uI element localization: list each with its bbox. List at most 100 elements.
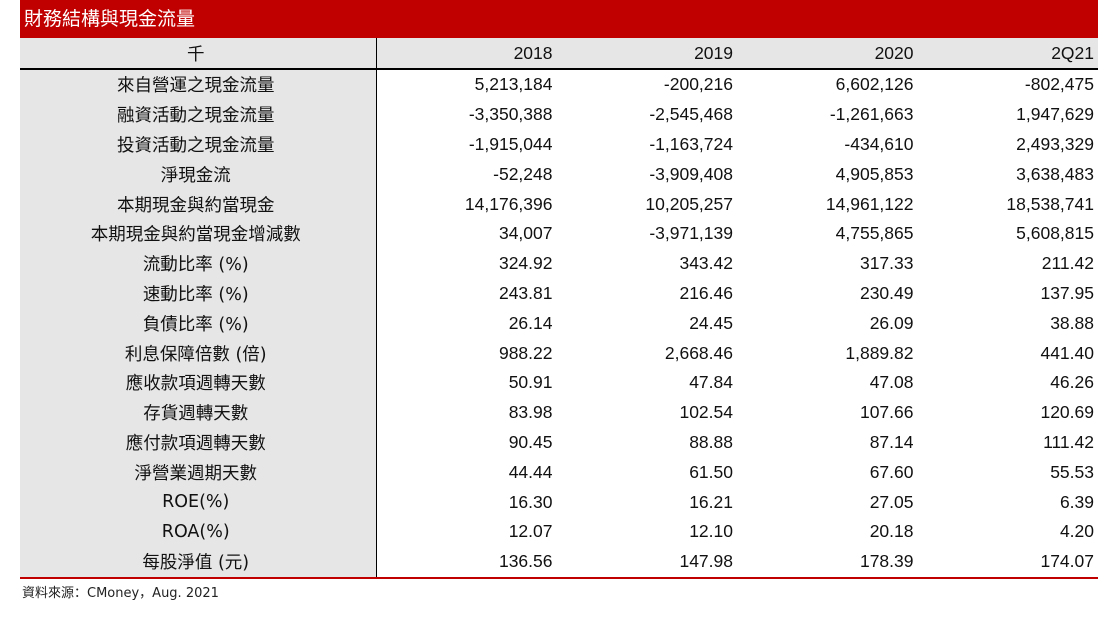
- value-cell: 107.66: [859, 402, 914, 423]
- value-cell: 174.07: [917, 546, 1098, 579]
- financial-table: 千 2018 2019 2020 2Q21 來自營運之現金流量 5,213,184…: [20, 38, 1098, 579]
- value-cell: 216.46: [679, 282, 733, 303]
- table-body: 來自營運之現金流量 5,213,184 -200,216 6,602,126 -802,…: [20, 69, 1098, 579]
- table-row: 淨營業週期天數 44.44 61.50 67.60 55.53: [20, 457, 1098, 488]
- value-cell: 4.20: [1059, 521, 1094, 542]
- value-cell: -200,216: [663, 74, 733, 95]
- table-row: 融資活動之現金流量 -3,350,388 -2,545,468 -1,261,663 1…: [20, 99, 1098, 130]
- value-cell: 10,205,257: [645, 193, 733, 214]
- table-row: 利息保障倍數 (倍) 988.22 2,668.46 1,889.82 441.40: [20, 338, 1098, 368]
- value-cell: 317.33: [859, 253, 914, 274]
- value-cell: 1,889.82: [845, 342, 914, 363]
- row-label: 本期現金與約當現金增減數: [20, 218, 377, 249]
- value-cell: -802,475: [1024, 74, 1094, 95]
- value-cell: -52,248: [493, 163, 553, 184]
- value-cell: 137.95: [1040, 282, 1094, 303]
- value-cell: -2,545,468: [649, 104, 733, 125]
- value-cell: 988.22: [498, 342, 553, 363]
- value-cell: 4,905,853: [835, 163, 914, 184]
- value-cell: 16.30: [508, 491, 553, 512]
- row-label: 融資活動之現金流量: [20, 99, 377, 130]
- row-label: ROA(%): [20, 516, 377, 547]
- row-label: 每股淨值 (元): [20, 546, 377, 579]
- value-cell: 46.26: [1050, 372, 1094, 393]
- value-cell: 324.92: [498, 253, 553, 274]
- value-cell: -1,915,044: [468, 133, 553, 154]
- unit-header: 千: [20, 38, 377, 70]
- value-cell: 230.49: [859, 282, 914, 303]
- year-header: 2Q21: [917, 38, 1098, 70]
- value-cell: -434,610: [844, 133, 914, 154]
- value-cell: 83.98: [508, 402, 553, 423]
- table-row: 負債比率 (%) 26.14 24.45 26.09 38.88: [20, 308, 1098, 339]
- year-header: 2020: [737, 38, 918, 70]
- value-cell: 3,638,483: [1016, 163, 1094, 184]
- value-cell: 2,668.46: [664, 342, 733, 363]
- value-cell: 5,608,815: [1016, 223, 1094, 244]
- value-cell: 26.09: [869, 312, 914, 333]
- value-cell: 87.14: [869, 431, 914, 452]
- value-cell: 120.69: [1040, 402, 1094, 423]
- table-row: 淨現金流 -52,248 -3,909,408 4,905,853 3,638,483: [20, 159, 1098, 190]
- row-label: 投資活動之現金流量: [20, 129, 377, 160]
- value-cell: 211.42: [1041, 253, 1094, 274]
- value-cell: 6,602,126: [835, 74, 914, 95]
- row-label: 流動比率 (%): [20, 248, 377, 279]
- value-cell: 14,176,396: [464, 193, 553, 214]
- value-cell: 26.14: [508, 312, 553, 333]
- value-cell: 18,538,741: [1006, 193, 1094, 214]
- value-cell: 136.56: [376, 546, 557, 579]
- financial-table-sheet: 財務結構與現金流量 千 2018 2019 2020 2Q21 來自營運之現金流…: [20, 0, 1098, 579]
- value-cell: 67.60: [869, 461, 914, 482]
- row-label: 速動比率 (%): [20, 278, 377, 309]
- table-row: 本期現金與約當現金增減數 34,007 -3,971,139 4,755,865 5,6…: [20, 218, 1098, 249]
- table-row: 來自營運之現金流量 5,213,184 -200,216 6,602,126 -802,…: [20, 69, 1098, 100]
- value-cell: -3,909,408: [649, 163, 733, 184]
- value-cell: 50.91: [508, 372, 553, 393]
- value-cell: 34,007: [498, 223, 553, 244]
- value-cell: -3,350,388: [468, 104, 553, 125]
- table-row: ROE(%) 16.30 16.21 27.05 6.39: [20, 487, 1098, 517]
- table-row: 速動比率 (%) 243.81 216.46 230.49 137.95: [20, 278, 1098, 309]
- value-cell: 90.45: [508, 431, 553, 452]
- value-cell: 2,493,329: [1016, 133, 1094, 154]
- value-cell: 12.07: [508, 521, 553, 542]
- value-cell: -3,971,139: [649, 223, 733, 244]
- year-header: 2018: [376, 38, 557, 70]
- table-row: 本期現金與約當現金 14,176,396 10,205,257 14,961,122 1…: [20, 189, 1098, 219]
- row-label: 利息保障倍數 (倍): [20, 338, 377, 368]
- value-cell: 111.42: [1043, 431, 1094, 452]
- value-cell: 1,947,629: [1016, 104, 1094, 125]
- table-row: 應收款項週轉天數 50.91 47.84 47.08 46.26: [20, 367, 1098, 398]
- value-cell: 12.10: [689, 521, 733, 542]
- value-cell: 4,755,865: [835, 223, 914, 244]
- value-cell: 44.44: [508, 461, 553, 482]
- value-cell: -1,163,724: [649, 133, 733, 154]
- table-row: ROA(%) 12.07 12.10 20.18 4.20: [20, 516, 1098, 547]
- value-cell: 343.42: [679, 253, 733, 274]
- row-label: 來自營運之現金流量: [20, 69, 377, 100]
- value-cell: 243.81: [498, 282, 553, 303]
- row-label: 應付款項週轉天數: [20, 427, 377, 458]
- table-row: 投資活動之現金流量 -1,915,044 -1,163,724 -434,610 2,4…: [20, 129, 1098, 160]
- value-cell: 27.05: [869, 491, 914, 512]
- value-cell: 47.84: [689, 372, 733, 393]
- value-cell: 16.21: [689, 491, 733, 512]
- value-cell: 5,213,184: [474, 74, 553, 95]
- table-row: 流動比率 (%) 324.92 343.42 317.33 211.42: [20, 248, 1098, 279]
- row-label: 淨現金流: [20, 159, 377, 190]
- value-cell: 178.39: [737, 546, 918, 579]
- value-cell: -1,261,663: [829, 104, 914, 125]
- value-cell: 55.53: [1050, 461, 1094, 482]
- row-label: 負債比率 (%): [20, 308, 377, 339]
- value-cell: 24.45: [689, 312, 733, 333]
- table-row: 存貨週轉天數 83.98 102.54 107.66 120.69: [20, 397, 1098, 428]
- table-row: 每股淨值 (元) 136.56 147.98 178.39 174.07: [20, 546, 1098, 579]
- value-cell: 147.98: [556, 546, 737, 579]
- table-title: 財務結構與現金流量: [20, 0, 1098, 38]
- row-label: ROE(%): [20, 487, 377, 517]
- year-header: 2019: [556, 38, 737, 70]
- value-cell: 47.08: [869, 372, 914, 393]
- row-label: 本期現金與約當現金: [20, 189, 377, 219]
- value-cell: 38.88: [1050, 312, 1094, 333]
